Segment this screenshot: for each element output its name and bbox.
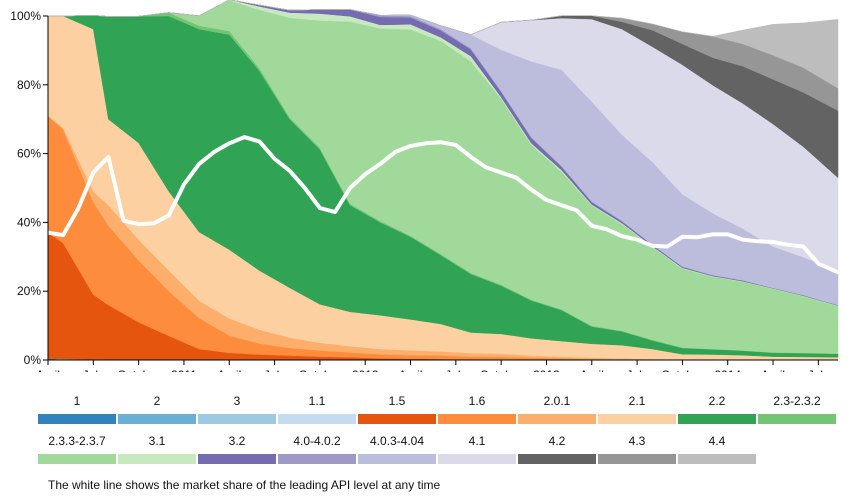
x-tick-label: 2011 — [171, 368, 197, 372]
legend-label: 2.3-2.3.2 — [773, 394, 821, 408]
legend-swatch — [278, 414, 356, 424]
x-tick-label: October — [480, 368, 523, 372]
legend-label: 2.2 — [708, 394, 726, 408]
legend-swatch — [118, 414, 196, 424]
legend-swatch — [198, 454, 276, 464]
legend-item-3.2: 3.2 — [198, 434, 276, 474]
x-tick-label: April — [399, 368, 423, 372]
x-tick-label: October — [661, 368, 704, 372]
legend-item-2.3-2.3.2: 2.3-2.3.2 — [758, 394, 836, 434]
legend-swatch — [38, 414, 116, 424]
footnote: The white line shows the market share of… — [48, 478, 441, 492]
x-tick-label: April — [761, 368, 785, 372]
legend-item-2: 2 — [118, 394, 196, 434]
legend-item-2.1: 2.1 — [598, 394, 676, 434]
legend-item-4.0-4.0.2: 4.0-4.0.2 — [278, 434, 356, 474]
legend-label: 1 — [73, 394, 81, 408]
leading-api-line — [46, 135, 840, 275]
x-tick-label: July — [83, 368, 104, 372]
x-tick-label: 2012 — [352, 368, 379, 372]
x-tick-label: October — [117, 368, 160, 372]
legend-item-3.1: 3.1 — [118, 434, 196, 474]
legend-swatch — [598, 454, 676, 464]
legend-row-1: 1 2 3 1.1 1.5 1.6 2.0.1 2.1 2.2 2.3-2.3.2 — [38, 394, 838, 434]
legend-label: 4.2 — [548, 434, 566, 448]
legend-label: 1.1 — [308, 394, 326, 408]
legend-label: 1.5 — [388, 394, 406, 408]
legend-item-4.4: 4.4 — [678, 434, 756, 474]
legend-swatch — [678, 414, 756, 424]
y-tick-label: 80% — [17, 78, 41, 92]
legend-label: 3.1 — [148, 434, 166, 448]
legend-item-4.1: 4.1 — [438, 434, 516, 474]
axes: 0% 20% 40% 60% 80% 100% April July October 2011 Ap… — [10, 9, 838, 372]
legend-swatch — [758, 414, 836, 424]
y-tick-label: 20% — [17, 284, 41, 298]
legend-item-1: 1 — [38, 394, 116, 434]
legend-swatch — [438, 454, 516, 464]
legend-label: 2 — [153, 394, 161, 408]
legend-swatch — [438, 414, 516, 424]
legend-swatch — [358, 454, 436, 464]
legend-swatch — [118, 454, 196, 464]
legend-item-4.0.3-4.04: 4.0.3-4.04 — [358, 434, 436, 474]
legend-swatch — [678, 454, 756, 464]
x-tick-label: October — [299, 368, 342, 372]
area-layers — [47, 0, 839, 361]
legend-swatch — [198, 414, 276, 424]
legend-item-1.6: 1.6 — [438, 394, 516, 434]
stacked-area-chart: 0% 20% 40% 60% 80% 100% April July October 2011 Ap… — [10, 0, 840, 372]
legend-swatch — [518, 414, 596, 424]
legend-label: 4.1 — [468, 434, 486, 448]
legend-label: 4.4 — [708, 434, 726, 448]
y-tick-label: 40% — [17, 215, 41, 229]
legend-swatch — [278, 454, 356, 464]
x-tick-label: April — [580, 368, 604, 372]
legend-item-4.2: 4.2 — [518, 434, 596, 474]
x-tick-label: July — [626, 368, 647, 372]
legend-label: 4.0.3-4.04 — [369, 434, 425, 448]
legend-label: 3.2 — [228, 434, 246, 448]
area-series-4.4 — [48, 0, 839, 89]
legend-label: 4.3 — [628, 434, 646, 448]
legend-swatch — [358, 414, 436, 424]
x-tick-label: April — [36, 368, 60, 372]
legend-label: 2.1 — [628, 394, 646, 408]
legend-item-1.1: 1.1 — [278, 394, 356, 434]
legend-item-4.3: 4.3 — [598, 434, 676, 474]
x-tick-label: July — [445, 368, 466, 372]
legend-item-2.3.3-2.3.7: 2.3.3-2.3.7 — [38, 434, 116, 474]
y-tick-label: 60% — [17, 147, 41, 161]
legend-label: 2.3.3-2.3.7 — [48, 434, 106, 448]
y-tick-label: 0% — [24, 353, 42, 367]
y-tick-label: 100% — [10, 9, 41, 23]
legend-item-3: 3 — [198, 394, 276, 434]
legend-label: 1.6 — [468, 394, 486, 408]
x-tick-label: July — [264, 368, 285, 372]
legend-swatch — [598, 414, 676, 424]
x-tick-label: July — [808, 368, 829, 372]
x-tick-label: 2013 — [533, 368, 560, 372]
legend-item-1.5: 1.5 — [358, 394, 436, 434]
legend-label: 3 — [233, 394, 241, 408]
legend-label: 4.0-4.0.2 — [293, 434, 341, 448]
legend-swatch — [518, 454, 596, 464]
legend-item-2.0.1: 2.0.1 — [518, 394, 596, 434]
x-tick-label: 2014 — [714, 368, 741, 372]
legend-swatch — [38, 454, 116, 464]
legend-item-2.2: 2.2 — [678, 394, 756, 434]
x-tick-label: April — [217, 368, 241, 372]
legend-row-2: 2.3.3-2.3.7 3.1 3.2 4.0-4.0.2 4.0.3-4.04 4.1 4… — [38, 434, 838, 474]
leading-line-layer — [46, 135, 840, 275]
legend-label: 2.0.1 — [543, 394, 571, 408]
